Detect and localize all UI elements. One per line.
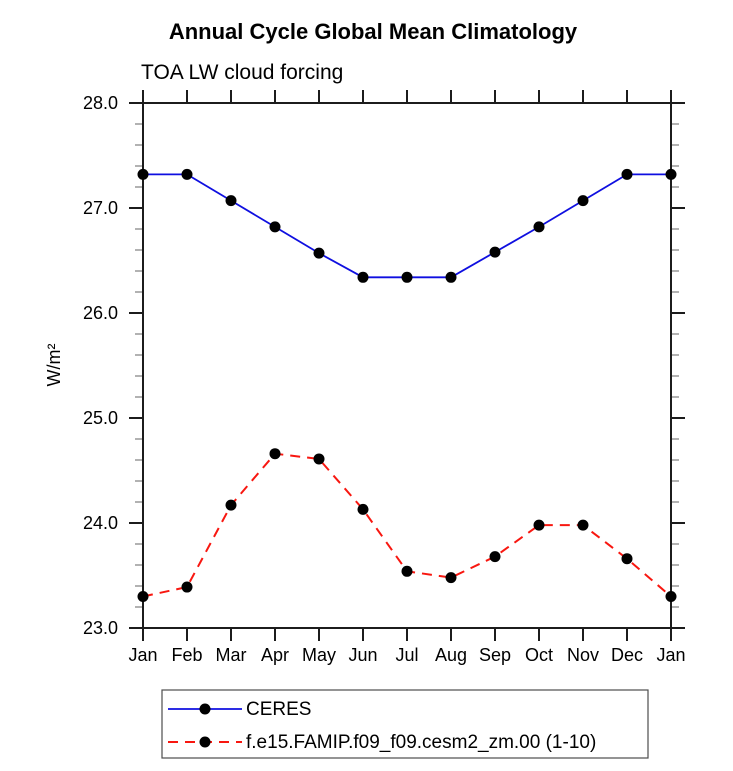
- plot-area: Jan Feb Mar Apr May Jun Jul Aug Sep Oct Nov Dec Jan 2…: [83, 90, 686, 665]
- data-point-marker: [181, 581, 193, 593]
- x-tick-label: Nov: [567, 645, 599, 665]
- data-point-marker: [137, 168, 149, 180]
- y-tick-label: 27.0: [83, 198, 118, 218]
- data-point-marker: [489, 246, 501, 258]
- chart-title: Annual Cycle Global Mean Climatology: [169, 19, 578, 44]
- x-tick-label: Dec: [611, 645, 643, 665]
- y-tick-label: 26.0: [83, 303, 118, 323]
- x-tick-label: Oct: [525, 645, 553, 665]
- plot-frame: [142, 102, 672, 629]
- data-point-marker: [313, 247, 325, 259]
- x-tick-label: Sep: [479, 645, 511, 665]
- x-tick-label: Mar: [216, 645, 247, 665]
- x-tick-label: Feb: [171, 645, 202, 665]
- legend: CERES f.e15.FAMIP.f09_f09.cesm2_zm.00 (1…: [161, 689, 649, 759]
- legend-entry-model: f.e15.FAMIP.f09_f09.cesm2_zm.00 (1-10): [168, 732, 596, 753]
- x-tick-label: Jul: [395, 645, 418, 665]
- data-point-marker: [445, 572, 457, 584]
- y-tick-label: 23.0: [83, 618, 118, 638]
- data-point-marker: [401, 565, 413, 577]
- data-point-marker: [269, 221, 281, 233]
- data-point-marker: [533, 221, 545, 233]
- data-point-marker: [665, 591, 677, 602]
- legend-label-model: f.e15.FAMIP.f09_f09.cesm2_zm.00 (1-10): [246, 732, 596, 753]
- data-point-marker: [401, 271, 413, 283]
- data-point-marker: [313, 453, 325, 465]
- legend-label-ceres: CERES: [246, 699, 311, 720]
- y-tick-label: 28.0: [83, 93, 118, 113]
- data-point-marker: [225, 499, 237, 511]
- data-point-marker: [665, 168, 677, 180]
- data-point-marker: [533, 519, 545, 531]
- legend-entry-ceres: CERES: [168, 699, 311, 720]
- y-tick-label: 25.0: [83, 408, 118, 428]
- y-axis-unit-label: W/m²: [44, 344, 64, 387]
- data-point-marker: [621, 168, 633, 180]
- data-point-marker: [577, 195, 589, 207]
- legend-box: [161, 689, 649, 759]
- data-point-marker: [489, 551, 501, 563]
- data-point-marker: [269, 448, 281, 460]
- data-point-marker: [225, 195, 237, 207]
- x-tick-label: Jan: [128, 645, 157, 665]
- x-tick-label: Apr: [261, 645, 289, 665]
- data-point-marker: [137, 591, 149, 602]
- x-tick-label: Jun: [348, 645, 377, 665]
- x-tick-label: May: [302, 645, 336, 665]
- data-point-marker: [577, 519, 589, 531]
- y-tick-label: 24.0: [83, 513, 118, 533]
- data-point-marker: [181, 168, 193, 180]
- x-tick-label: Aug: [435, 645, 467, 665]
- data-point-marker: [621, 553, 633, 565]
- data-point-marker: [357, 271, 369, 283]
- data-point-marker: [357, 503, 369, 515]
- series-line-0: [143, 173, 671, 279]
- data-point-marker: [445, 271, 457, 283]
- legend-marker-dot-icon: [199, 736, 211, 748]
- x-tick-label: Jan: [656, 645, 685, 665]
- legend-marker-dot-icon: [199, 703, 211, 715]
- chart-subtitle: TOA LW cloud forcing: [141, 61, 343, 84]
